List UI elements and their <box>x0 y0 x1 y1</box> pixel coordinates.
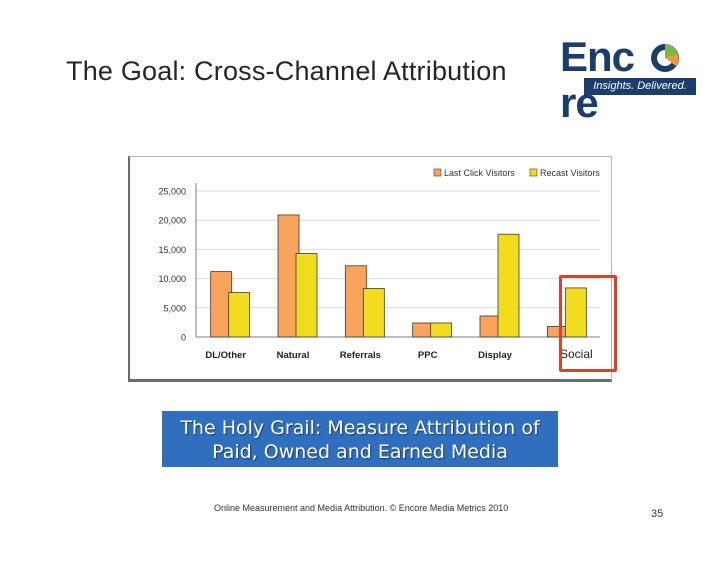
legend-swatch <box>433 168 442 177</box>
x-tick-label: Display <box>478 350 513 361</box>
bar-recast-visitors <box>564 287 587 338</box>
page-number: 35 <box>651 508 664 520</box>
callout-box: The Holy Grail: Measure Attribution of P… <box>162 411 558 467</box>
footer-note: Online Measurement and Media Attribution… <box>214 503 509 513</box>
y-tick-label: 10,000 <box>158 274 186 284</box>
x-tick-label: Natural <box>277 350 310 361</box>
callout-line-2: Paid, Owned and Earned Media <box>212 441 508 463</box>
slide-title: The Goal: Cross-Channel Attribution <box>66 56 507 86</box>
y-tick-label: 5,000 <box>163 303 186 313</box>
y-tick-label: 20,000 <box>158 216 186 226</box>
x-tick-label: Referrals <box>340 350 381 361</box>
y-tick-label: 15,000 <box>158 245 186 255</box>
logo-pie-icon <box>651 44 679 72</box>
encore-logo: Encre Insights. Delivered. <box>560 33 700 126</box>
bar-chart: 0 5,000 10,000 15,000 20,000 25,000 DL/Other Na… <box>158 168 600 361</box>
bar-recast-visitors <box>430 322 453 338</box>
legend-label: Recast Visitors <box>540 168 600 178</box>
callout-line-1: The Holy Grail: Measure Attribution of <box>180 417 540 439</box>
x-tick-label: Social <box>560 347 593 361</box>
legend-label: Last Click Visitors <box>444 168 515 178</box>
bar-recast-visitors <box>295 253 318 338</box>
legend-swatch <box>529 168 538 177</box>
social-highlight-box <box>559 275 617 372</box>
x-tick-label: DL/Other <box>205 350 246 361</box>
bar-recast-visitors <box>497 233 520 338</box>
bar-recast-visitors <box>228 292 251 338</box>
logo-word-prefix: Enc <box>560 33 635 80</box>
bar-recast-visitors <box>362 288 385 338</box>
y-tick-label: 0 <box>181 333 186 343</box>
y-tick-label: 25,000 <box>158 187 186 197</box>
chart-frame: 0 5,000 10,000 15,000 20,000 25,000 DL/Other Na… <box>128 156 612 382</box>
x-tick-label: PPC <box>418 350 438 361</box>
logo-tagline: Insights. Delivered. <box>584 78 696 95</box>
